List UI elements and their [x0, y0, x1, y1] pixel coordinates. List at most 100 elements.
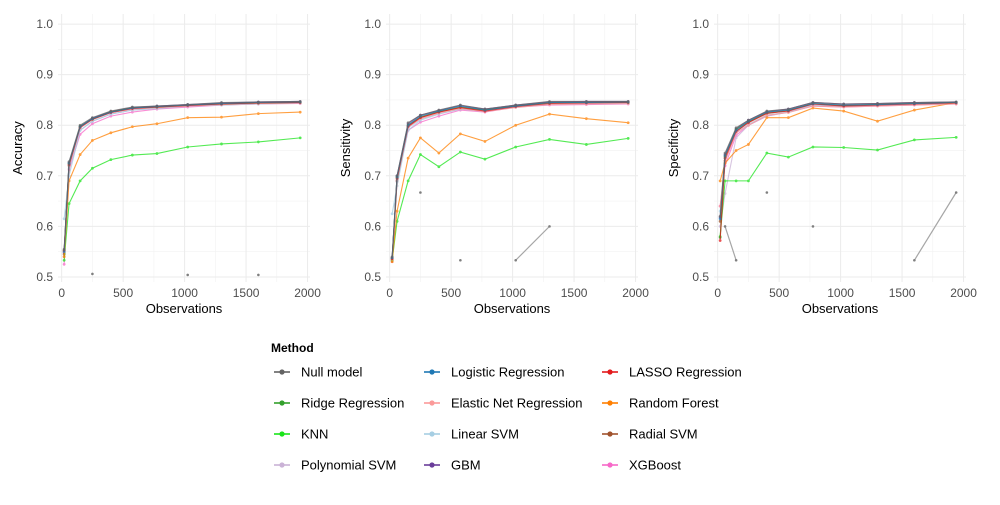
data-point [220, 115, 223, 119]
data-point [406, 179, 410, 183]
aux-point [734, 258, 738, 262]
legend-label: Elastic Net Regression [451, 396, 583, 411]
y-tick-label: 1.0 [36, 17, 53, 31]
legend-item-xgboost: XGBoost [602, 458, 681, 473]
legend-label: KNN [301, 427, 328, 442]
data-point [786, 107, 790, 111]
data-point [458, 103, 462, 107]
data-point [723, 151, 727, 155]
series-line [719, 101, 957, 182]
x-axis-title: Observations [146, 301, 223, 316]
data-point [747, 179, 750, 183]
data-point [437, 151, 441, 155]
legend-item-radial-svm: Radial SVM [602, 427, 698, 442]
data-point [130, 110, 134, 114]
series-null-model [718, 100, 958, 218]
series-line [719, 102, 957, 212]
data-point [186, 116, 190, 120]
data-point [548, 138, 551, 141]
series-line [63, 102, 301, 265]
data-point [811, 106, 815, 110]
data-point [723, 179, 727, 183]
panel-accuracy: 0.5 0.6 0.7 0.8 0.9 1.0 0 500 1000 1500 2000 Observ… [10, 14, 321, 316]
aux-point [514, 258, 517, 262]
data-point [186, 145, 190, 149]
data-point [62, 250, 66, 254]
series-null-model [62, 100, 302, 251]
series-random-forest [390, 112, 630, 264]
series-knn [390, 136, 630, 262]
x-tick-label: 2000 [950, 286, 977, 300]
aux-segment [724, 226, 737, 261]
series-line [391, 137, 629, 261]
data-point [765, 113, 769, 117]
series-line [63, 100, 301, 250]
data-point [298, 110, 302, 114]
series-line [63, 100, 301, 253]
x-tick-label: 1500 [561, 286, 588, 300]
series-line [391, 101, 629, 259]
series-radial-svm [62, 100, 302, 256]
series-gbm [390, 100, 630, 260]
series-line [63, 101, 301, 252]
legend-key-point [429, 400, 435, 406]
aux-point [765, 191, 769, 194]
x-tick-label: 0 [714, 286, 721, 300]
legend-key-point [279, 462, 285, 468]
data-point [626, 121, 630, 125]
data-point [483, 157, 487, 161]
aux-point [913, 258, 916, 262]
series-random-forest [718, 101, 958, 183]
data-point [514, 123, 518, 127]
data-point [437, 165, 441, 169]
y-tick-label: 0.6 [36, 219, 53, 233]
data-point [62, 255, 66, 259]
legend-key-point [279, 431, 285, 437]
series-null-model [390, 100, 630, 259]
data-point [483, 107, 487, 111]
data-point [747, 118, 750, 122]
series-logistic-regression [390, 100, 630, 260]
panel-specificity: 0.5 0.6 0.7 0.8 0.9 1.0 0 500 1000 1500 2000 Observ… [666, 14, 977, 316]
legend-key-point [429, 462, 435, 468]
data-point [155, 104, 159, 108]
series-radial-svm [390, 100, 630, 262]
series-line [391, 102, 629, 260]
x-tick-label: 1000 [171, 286, 198, 300]
legend-label: XGBoost [629, 458, 681, 473]
data-point [811, 104, 815, 108]
y-tick-label: 0.9 [36, 68, 53, 82]
data-point [390, 212, 394, 216]
data-point [256, 112, 260, 116]
y-axis-title: Sensitivity [338, 118, 353, 177]
aux-point [548, 225, 551, 228]
data-point [395, 174, 399, 178]
y-tick-label: 0.9 [364, 68, 381, 82]
legend-title: Method [271, 341, 314, 355]
data-point [548, 112, 551, 116]
series-knn [718, 135, 958, 238]
data-point [876, 102, 879, 105]
y-tick-label: 0.5 [364, 270, 381, 284]
data-point [786, 116, 790, 120]
data-point [718, 239, 722, 242]
x-axis-title: Observations [474, 301, 551, 316]
aux-point [186, 273, 189, 277]
data-point [419, 136, 422, 140]
legend-label: Logistic Regression [451, 365, 564, 380]
data-point [747, 143, 750, 146]
x-tick-label: 500 [441, 286, 461, 300]
series-line [391, 102, 629, 261]
data-point [514, 103, 518, 107]
data-point [155, 152, 159, 155]
data-point [548, 100, 551, 103]
data-point [483, 140, 487, 143]
y-tick-label: 0.8 [692, 118, 709, 132]
y-tick-label: 0.8 [36, 118, 53, 132]
series-elastic-net-regression [390, 102, 630, 261]
legend-label: GBM [451, 458, 481, 473]
data-point [718, 217, 722, 221]
data-point [67, 202, 71, 206]
